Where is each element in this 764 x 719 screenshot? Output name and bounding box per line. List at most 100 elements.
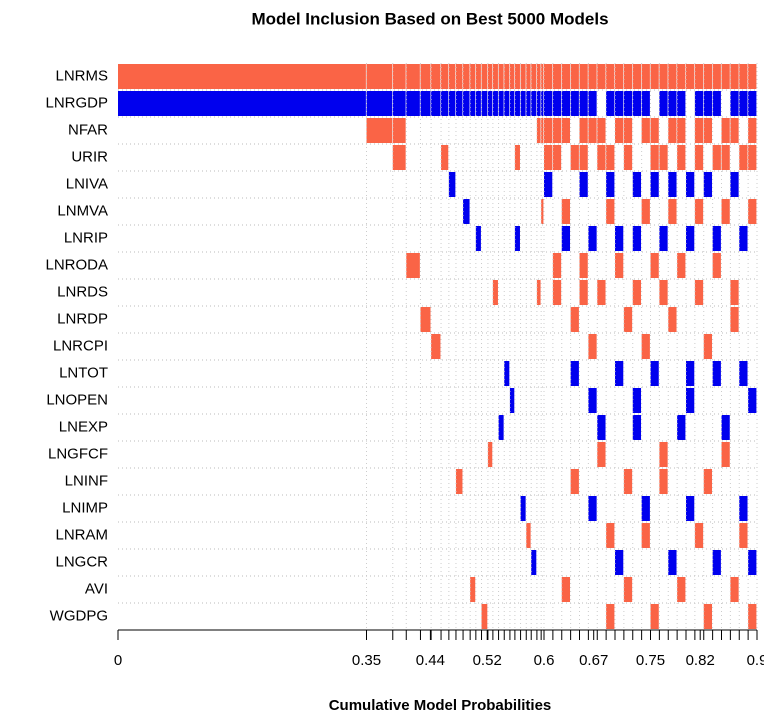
inclusion-cell (552, 253, 562, 278)
inclusion-cell (570, 307, 579, 332)
inclusion-cell (463, 199, 470, 224)
inclusion-cell (498, 415, 504, 440)
inclusion-cell (712, 550, 721, 575)
inclusion-cell (659, 469, 668, 494)
inclusion-cell (579, 91, 588, 116)
inclusion-cell (677, 91, 686, 116)
inclusion-cell (392, 91, 406, 116)
inclusion-cell (470, 91, 476, 116)
inclusion-cell (739, 496, 748, 521)
inclusion-cell (730, 280, 739, 305)
inclusion-cell (481, 64, 488, 89)
inclusion-cell (552, 91, 562, 116)
inclusion-cell (748, 604, 757, 629)
inclusion-cell (406, 253, 420, 278)
inclusion-cell (504, 91, 510, 116)
row-label: LNGFCF (48, 445, 108, 462)
inclusion-cell (463, 91, 470, 116)
inclusion-cell (659, 64, 668, 89)
inclusion-cell (420, 307, 431, 332)
row-label: AVI (85, 580, 108, 597)
inclusion-cell (441, 145, 449, 170)
inclusion-cell (588, 118, 597, 143)
inclusion-cell (509, 388, 515, 413)
inclusion-cell (641, 334, 650, 359)
inclusion-cell (509, 64, 515, 89)
row-label: LNOPEN (46, 391, 108, 408)
inclusion-cell (431, 334, 441, 359)
inclusion-cell (686, 172, 695, 197)
inclusion-cell (526, 523, 531, 548)
inclusion-cell (632, 415, 642, 440)
inclusion-cell (659, 280, 668, 305)
inclusion-cell (668, 550, 677, 575)
inclusion-cell (623, 577, 633, 602)
inclusion-cell (739, 361, 748, 386)
inclusion-cell (739, 226, 748, 251)
inclusion-cell (441, 91, 449, 116)
inclusion-cell (561, 577, 571, 602)
inclusion-cell (641, 523, 650, 548)
inclusion-cell (686, 361, 695, 386)
inclusion-cell (677, 577, 686, 602)
inclusion-cell (570, 469, 579, 494)
inclusion-cell (448, 172, 456, 197)
x-axis-label: Cumulative Model Probabilities (329, 697, 552, 714)
row-label: LNMVA (57, 202, 108, 219)
inclusion-cell (632, 64, 642, 89)
inclusion-cell (463, 64, 470, 89)
inclusion-cell (487, 64, 493, 89)
inclusion-cell (597, 145, 606, 170)
row-label: LNIMP (62, 499, 108, 516)
inclusion-cell (632, 388, 642, 413)
inclusion-cell (739, 64, 748, 89)
inclusion-cell (552, 280, 562, 305)
inclusion-cell (641, 199, 650, 224)
row-label: LNTOT (59, 364, 108, 381)
inclusion-cell (597, 415, 606, 440)
inclusion-cell (406, 64, 420, 89)
inclusion-cell (448, 91, 456, 116)
inclusion-cell (606, 145, 615, 170)
inclusion-cell (392, 64, 406, 89)
inclusion-cell (541, 118, 544, 143)
inclusion-cell (492, 280, 498, 305)
inclusion-cell (641, 64, 650, 89)
inclusion-cell (712, 253, 721, 278)
inclusion-cell (694, 64, 704, 89)
row-label: LNIVA (66, 175, 108, 192)
row-label: LNRAM (55, 526, 108, 543)
inclusion-cell (686, 226, 695, 251)
inclusion-cell (641, 496, 650, 521)
inclusion-cell (536, 91, 541, 116)
inclusion-cell (712, 361, 721, 386)
inclusion-cell (641, 91, 650, 116)
inclusion-cell (597, 118, 606, 143)
inclusion-cell (588, 388, 597, 413)
x-tick-label: 0.6 (534, 652, 555, 669)
inclusion-cell (730, 91, 739, 116)
inclusion-cell (561, 118, 571, 143)
inclusion-cell (420, 64, 431, 89)
inclusion-cell (615, 91, 624, 116)
inclusion-cell (748, 64, 757, 89)
inclusion-cell (588, 496, 597, 521)
inclusion-cell (481, 91, 488, 116)
inclusion-cell (694, 199, 704, 224)
inclusion-cell (544, 118, 553, 143)
row-label: LNRDP (57, 310, 108, 327)
inclusion-cell (623, 64, 633, 89)
inclusion-cell (739, 91, 748, 116)
inclusion-cell (615, 226, 624, 251)
inclusion-cell (487, 442, 493, 467)
inclusion-cell (668, 199, 677, 224)
inclusion-cell (392, 118, 406, 143)
inclusion-cell (579, 253, 588, 278)
inclusion-cell (615, 64, 624, 89)
inclusion-cell (659, 91, 668, 116)
inclusion-cell (650, 64, 659, 89)
inclusion-cell (650, 145, 659, 170)
inclusion-cell (703, 334, 713, 359)
inclusion-cell (481, 604, 488, 629)
inclusion-cell (677, 145, 686, 170)
